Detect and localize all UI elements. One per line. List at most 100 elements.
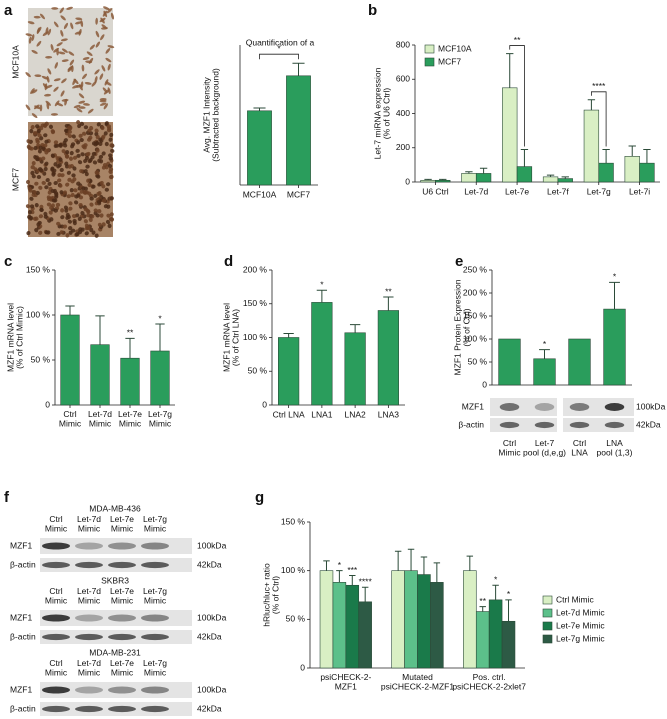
cell bbox=[38, 185, 43, 190]
text-line: Let-7e bbox=[110, 514, 134, 524]
text-line: Mimic bbox=[78, 524, 101, 534]
blot-size-label: 100kDa bbox=[197, 540, 227, 550]
legend-label: Let-7e Mimic bbox=[556, 620, 605, 630]
cell bbox=[76, 107, 83, 113]
cell bbox=[96, 174, 101, 179]
cell bbox=[91, 151, 97, 156]
cell bbox=[29, 215, 34, 221]
band bbox=[569, 403, 590, 411]
cell bbox=[51, 172, 56, 177]
cell bbox=[33, 145, 38, 151]
lane-label: Let-7e Mimic bbox=[110, 658, 134, 677]
cell bbox=[44, 161, 49, 166]
band bbox=[141, 686, 169, 694]
cell bbox=[44, 93, 52, 97]
blot bbox=[490, 398, 557, 416]
cell bbox=[67, 66, 73, 73]
text-line: Mimic bbox=[144, 668, 167, 678]
blot-row-label: MZF1 bbox=[10, 540, 32, 550]
text-line: Mimic bbox=[59, 419, 82, 429]
cell bbox=[106, 124, 112, 129]
error-bar bbox=[609, 281, 620, 310]
cell bbox=[83, 219, 88, 224]
y-axis-label: hRluc/hluc+ ratio(% of Ctrl) bbox=[262, 563, 281, 627]
band bbox=[75, 542, 103, 550]
panel-label: g bbox=[255, 489, 264, 506]
error-bar bbox=[539, 349, 550, 359]
error-bar bbox=[253, 107, 266, 111]
band bbox=[604, 421, 625, 429]
band bbox=[141, 561, 169, 569]
cell bbox=[87, 182, 92, 188]
cell bbox=[60, 29, 64, 37]
cell bbox=[94, 170, 99, 175]
blot-row-label: MZF1 bbox=[10, 612, 32, 622]
x-tick-label: Let-7g bbox=[587, 186, 611, 196]
bar bbox=[498, 338, 521, 386]
cell bbox=[49, 205, 54, 210]
bar bbox=[624, 156, 640, 183]
bar bbox=[501, 620, 516, 669]
panel-label: b bbox=[368, 2, 377, 19]
lane-label: Let-7d Mimic bbox=[77, 514, 101, 533]
cell bbox=[38, 230, 43, 235]
error-bar bbox=[323, 560, 330, 571]
cell bbox=[95, 134, 100, 140]
cell bbox=[103, 131, 108, 136]
text-line: Mimic bbox=[78, 668, 101, 678]
cell bbox=[81, 64, 85, 72]
band bbox=[534, 421, 555, 429]
band bbox=[604, 403, 625, 411]
text-line: Mimic bbox=[45, 524, 68, 534]
cell bbox=[43, 133, 48, 138]
cell bbox=[78, 100, 86, 104]
error-bar bbox=[643, 148, 651, 164]
bar bbox=[557, 178, 573, 183]
cell bbox=[97, 208, 102, 214]
cell bbox=[54, 100, 60, 107]
band bbox=[108, 561, 136, 569]
cell bbox=[72, 177, 77, 182]
text-line: Let-7 miRNA expression bbox=[373, 67, 383, 159]
cell bbox=[64, 154, 70, 159]
text-line: Mimic bbox=[498, 448, 521, 458]
cell bbox=[66, 6, 73, 10]
cell bbox=[101, 65, 106, 72]
x-tick-label: Let-7d bbox=[464, 186, 488, 196]
cell bbox=[102, 10, 108, 17]
significance: * bbox=[158, 313, 162, 323]
text-line: psiCHECK-2- bbox=[320, 672, 371, 682]
cell bbox=[95, 17, 98, 25]
band bbox=[499, 403, 520, 411]
cell bbox=[73, 78, 79, 85]
cell bbox=[39, 168, 44, 173]
cell bbox=[78, 106, 86, 109]
blot-size-label: 100kDa bbox=[197, 612, 227, 622]
cell bbox=[79, 189, 85, 194]
legend-swatch bbox=[424, 57, 435, 67]
cell bbox=[109, 132, 114, 138]
lane-label: Let-7g Mimic bbox=[143, 586, 167, 605]
cell bbox=[35, 157, 40, 162]
cell bbox=[86, 209, 91, 215]
cell bbox=[69, 59, 75, 66]
cell bbox=[88, 135, 93, 140]
cell bbox=[82, 73, 88, 80]
lane-label: Let-7e Mimic bbox=[110, 514, 134, 533]
cell bbox=[35, 190, 40, 195]
band bbox=[42, 561, 70, 569]
band bbox=[141, 633, 169, 641]
cell bbox=[36, 222, 41, 227]
band bbox=[42, 542, 70, 550]
cell bbox=[48, 124, 53, 129]
cell bbox=[67, 129, 72, 134]
blot-title: MDA-MB-436 bbox=[89, 503, 141, 513]
cell bbox=[71, 173, 76, 178]
cell bbox=[47, 28, 52, 36]
cell bbox=[65, 233, 70, 238]
cell bbox=[44, 121, 49, 126]
error-bar bbox=[439, 178, 447, 181]
panel-label: a bbox=[4, 2, 13, 19]
x-tick-label: Let-7e bbox=[505, 186, 529, 196]
blot-row-label: MZF1 bbox=[10, 684, 32, 694]
